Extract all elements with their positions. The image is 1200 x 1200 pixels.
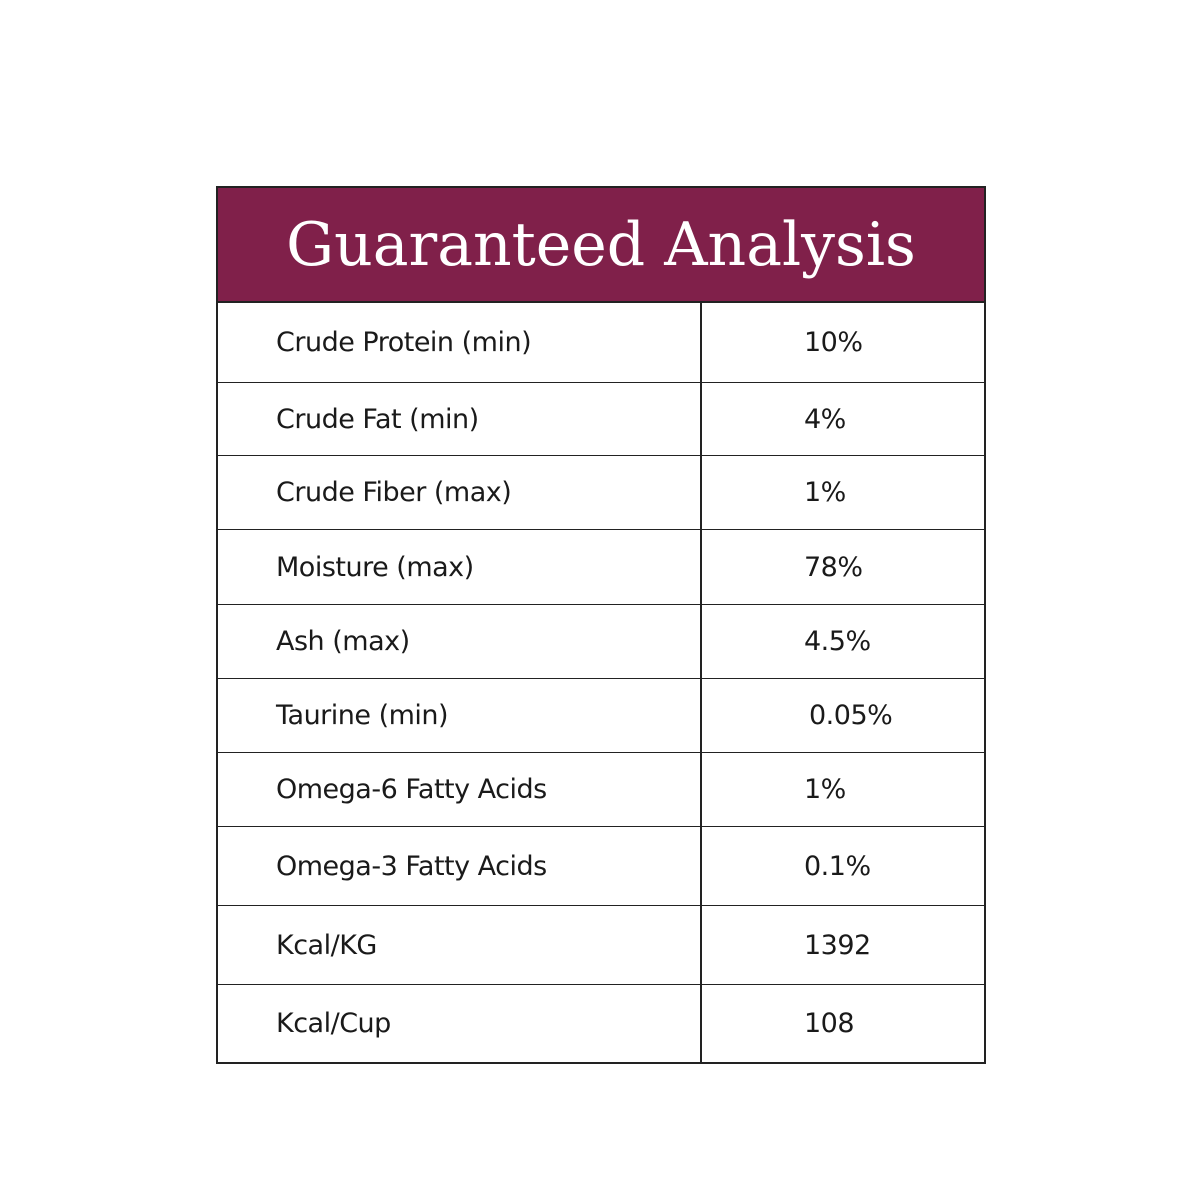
- nutrient-name: Kcal/KG: [218, 906, 702, 984]
- nutrient-value: 4%: [804, 403, 846, 435]
- table-row: Moisture (max) 78%: [218, 530, 984, 605]
- nutrient-name: Kcal/Cup: [218, 985, 702, 1062]
- nutrient-value: 4.5%: [804, 626, 871, 657]
- nutrient-value: 78%: [804, 551, 863, 583]
- table-row: Omega-6 Fatty Acids 1%: [218, 753, 984, 827]
- table-row: Kcal/KG 1392: [218, 906, 984, 985]
- table-title: Guaranteed Analysis: [286, 209, 916, 280]
- nutrient-name: Ash (max): [218, 605, 702, 678]
- nutrient-value: 10%: [804, 327, 863, 358]
- nutrient-value: 1%: [804, 774, 846, 805]
- table-row: Kcal/Cup 108: [218, 985, 984, 1062]
- nutrient-value: 1392: [804, 929, 871, 961]
- table-row: Crude Fat (min) 4%: [218, 383, 984, 456]
- analysis-table: Guaranteed Analysis Crude Protein (min) 1…: [216, 186, 986, 1064]
- nutrient-name: Crude Fiber (max): [218, 456, 702, 529]
- nutrient-name: Omega-3 Fatty Acids: [218, 827, 702, 905]
- table-row: Omega-3 Fatty Acids 0.1%: [218, 827, 984, 906]
- table-row: Taurine (min) 0.05%: [218, 679, 984, 753]
- nutrient-value: 0.1%: [804, 850, 871, 882]
- table-header: Guaranteed Analysis: [218, 188, 984, 303]
- nutrient-value: 108: [804, 1008, 855, 1039]
- nutrient-name: Crude Protein (min): [218, 303, 702, 382]
- nutrient-name: Omega-6 Fatty Acids: [218, 753, 702, 826]
- table-row: Ash (max) 4.5%: [218, 605, 984, 679]
- table-row: Crude Protein (min) 10%: [218, 303, 984, 383]
- table-body: Crude Protein (min) 10% Crude Fat (min) 4% C…: [218, 303, 984, 1062]
- nutrient-name: Taurine (min): [218, 679, 702, 752]
- nutrient-name: Moisture (max): [218, 530, 702, 604]
- nutrient-value: 0.05%: [809, 700, 893, 731]
- nutrient-value: 1%: [804, 477, 846, 508]
- table-row: Crude Fiber (max) 1%: [218, 456, 984, 530]
- nutrient-name: Crude Fat (min): [218, 383, 702, 455]
